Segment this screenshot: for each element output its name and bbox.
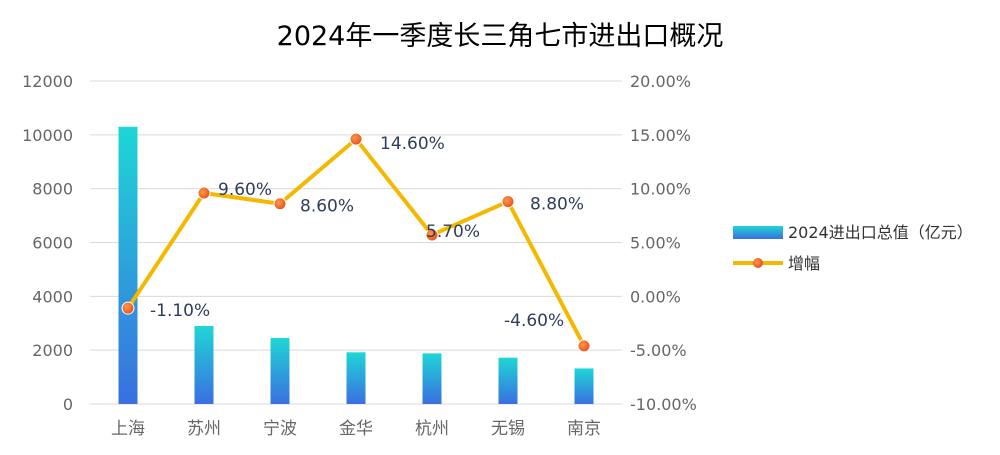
legend-bar-label: 2024进出口总值（亿元）	[788, 223, 973, 242]
category-label: 宁波	[263, 419, 297, 439]
right-axis-ticks: -10.00% -5.00% 0.00% 5.00% 10.00% 15.00% 20.00…	[630, 72, 697, 414]
bar	[346, 352, 366, 404]
right-tick-label: 0.00%	[630, 287, 681, 306]
data-label: -4.60%	[504, 311, 564, 331]
category-label: 苏州	[187, 419, 221, 439]
line-marker	[425, 228, 439, 242]
left-axis-ticks: 0 2000 4000 6000 8000 10000 12000	[22, 72, 73, 414]
bar	[270, 338, 290, 404]
data-label: 8.60%	[300, 197, 354, 217]
line-marker	[501, 195, 515, 209]
right-tick-label: -10.00%	[630, 395, 697, 414]
legend-bar-swatch	[733, 226, 783, 239]
line-marker	[197, 186, 211, 200]
line-marker	[577, 339, 591, 353]
category-axis-labels: 上海 苏州 宁波 金华 杭州 无锡 南京	[111, 419, 601, 439]
legend-line-label: 增幅	[788, 254, 820, 273]
data-label: 14.60%	[380, 134, 445, 154]
legend-line-marker	[753, 258, 763, 268]
bar	[498, 357, 518, 404]
line-marker	[121, 301, 135, 315]
bar	[118, 126, 138, 404]
left-tick-label: 6000	[32, 234, 73, 253]
right-tick-label: 15.00%	[630, 126, 691, 145]
right-tick-label: 20.00%	[630, 72, 691, 91]
category-label: 南京	[567, 419, 601, 439]
left-tick-label: 8000	[32, 180, 73, 199]
legend: 2024进出口总值（亿元） 增幅	[733, 223, 973, 273]
bar-series	[118, 126, 594, 404]
right-tick-label: -5.00%	[630, 341, 687, 360]
left-tick-label: 0	[63, 395, 73, 414]
right-tick-label: 10.00%	[630, 180, 691, 199]
category-label: 金华	[339, 419, 373, 439]
bar	[574, 368, 594, 404]
line-marker	[349, 132, 363, 146]
left-tick-label: 2000	[32, 341, 73, 360]
data-label: 5.70%	[426, 222, 480, 242]
bar	[422, 353, 442, 404]
chart-title: 2024年一季度长三角七市进出口概况	[277, 21, 724, 52]
left-tick-label: 12000	[22, 72, 73, 91]
line-series: -1.10% 9.60% 8.60% 14.60% 5.70% 8.80% -4.60%	[121, 132, 591, 353]
data-label: -1.10%	[150, 301, 210, 321]
data-label: 9.60%	[218, 180, 272, 200]
left-tick-label: 4000	[32, 287, 73, 306]
left-tick-label: 10000	[22, 126, 73, 145]
line-marker	[273, 197, 287, 211]
category-label: 无锡	[491, 419, 525, 439]
data-label: 8.80%	[530, 195, 584, 215]
category-label: 杭州	[415, 419, 449, 439]
bar	[194, 325, 214, 404]
category-label: 上海	[111, 419, 145, 439]
right-tick-label: 5.00%	[630, 234, 681, 253]
